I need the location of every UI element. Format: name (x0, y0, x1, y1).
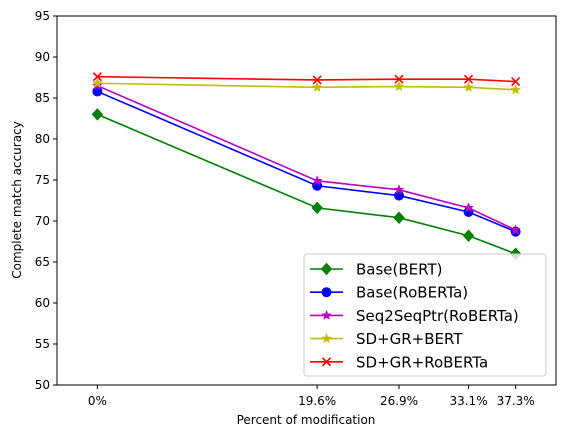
legend: Base(BERT) Base(RoBERTa) Seq2SeqPtr(RoBERT… (303, 253, 547, 377)
data-point (393, 184, 405, 195)
data-point (91, 77, 103, 88)
data-point (393, 80, 405, 92)
series (91, 108, 522, 261)
data-point (510, 84, 522, 95)
data-point (311, 175, 323, 186)
y-axis: 50 55 60 65 70 75 80 85 90 95 (35, 9, 57, 392)
data-point (510, 224, 522, 235)
y-axis-label: Complete match accuracy (10, 121, 24, 279)
y-tick-label: 90 (35, 50, 50, 64)
data-point (393, 211, 405, 224)
marker-stroke (321, 357, 332, 367)
x-tick-label: 19.6% (298, 394, 336, 408)
marker-stroke (394, 74, 404, 84)
data-point (312, 75, 322, 85)
legend-label: Seq2SeqPtr(RoBERTa) (356, 307, 519, 325)
data-point (311, 81, 323, 92)
y-tick-label: 85 (35, 91, 50, 105)
legend-swatch-marker (321, 309, 332, 321)
x-axis: 0% 19.6% 26.9% 33.1% 37.3% (88, 385, 535, 408)
legend-swatch-marker (321, 332, 332, 344)
legend-entry: SD+GR+RoBERTa (310, 353, 488, 371)
plot-frame (56, 15, 557, 386)
marker-stroke (511, 77, 521, 87)
data-point (462, 229, 475, 243)
legend-label: Base(RoBERTa) (356, 284, 468, 302)
data-point (311, 201, 323, 215)
x-tick-label: 33.1% (449, 394, 487, 408)
legend-entry: Base(RoBERTa) (310, 284, 468, 302)
y-tick-label: 75 (35, 173, 50, 187)
series (91, 79, 522, 235)
data-point (394, 190, 405, 201)
series (92, 86, 521, 237)
y-tick-label: 70 (35, 214, 50, 228)
y-tick-label: 55 (35, 337, 50, 351)
legend-swatch-marker (320, 262, 333, 276)
y-tick-label: 95 (35, 9, 50, 23)
data-point (463, 81, 474, 92)
legend-swatch-marker (321, 357, 332, 367)
y-tick-label: 80 (35, 132, 50, 146)
legend-entry: Base(BERT) (310, 261, 443, 279)
data-point (92, 86, 103, 97)
data-point (463, 74, 474, 84)
series-line (97, 82, 516, 91)
y-tick-label: 65 (35, 255, 50, 269)
legend-label: Base(BERT) (356, 261, 443, 279)
legend-box (303, 253, 547, 377)
series-line (97, 113, 516, 255)
legend-label: SD+GR+RoBERTa (356, 353, 488, 371)
legend-swatch-marker (321, 287, 332, 298)
legend-entry: Seq2SeqPtr(RoBERTa) (310, 307, 519, 325)
legend-entry: SD+GR+BERT (310, 330, 463, 348)
data-point (511, 77, 521, 87)
x-tick-label: 0% (88, 394, 107, 408)
marker-stroke (312, 75, 322, 85)
data-point (91, 108, 104, 121)
x-tick-label: 26.9% (380, 394, 418, 408)
plot-series (91, 72, 522, 261)
marker-stroke (92, 72, 102, 82)
data-point (394, 74, 404, 84)
x-axis-label: Percent of modification (237, 413, 376, 427)
marker-stroke (463, 74, 474, 84)
data-point (463, 202, 474, 213)
series (92, 72, 521, 87)
series (91, 77, 522, 95)
legend-label: SD+GR+BERT (356, 330, 463, 348)
series-line (97, 75, 516, 83)
y-tick-label: 60 (35, 296, 50, 310)
y-tick-label: 50 (35, 378, 50, 392)
data-point (92, 72, 102, 82)
x-tick-label: 37.3% (497, 394, 535, 408)
